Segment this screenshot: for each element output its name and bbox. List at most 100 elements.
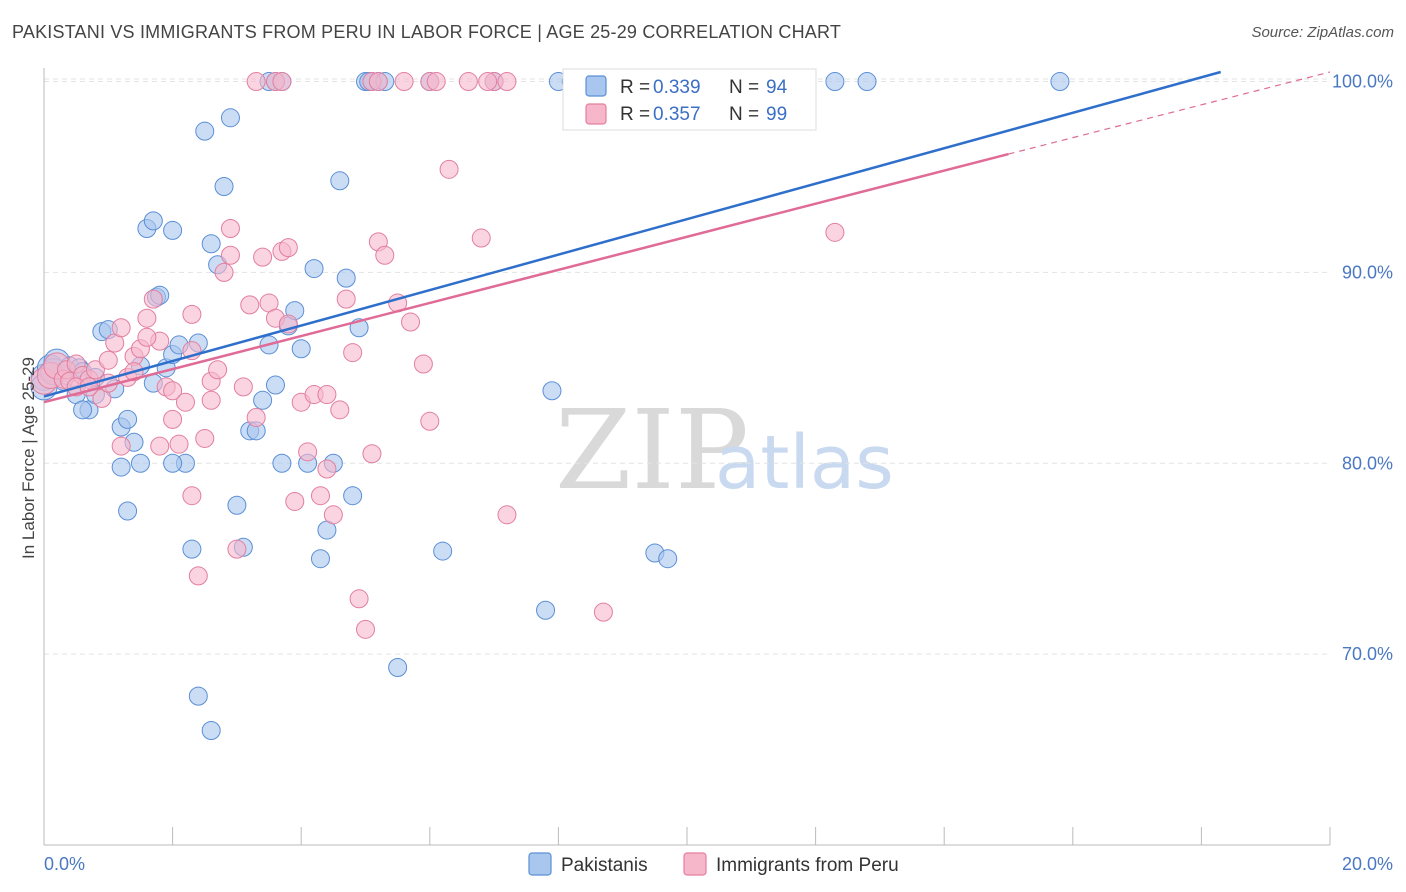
pakistani-point [214,177,234,197]
pakistani-point [143,211,163,231]
peru-point [253,247,273,267]
peru-point [478,72,498,92]
peru-point [195,428,215,448]
peru-point [169,434,189,454]
peru-point [368,72,388,92]
peru-point [246,407,266,427]
peru-point [233,377,253,397]
bottom-legend-swatch-peru [683,852,707,876]
pakistani-point [265,375,285,395]
peru-point [362,444,382,464]
pakistani-point [658,549,678,569]
y-tick-label: 80.0% [1342,453,1393,473]
bottom-legend-label-pakistanis: Pakistanis [561,855,648,876]
pakistani-point [253,390,273,410]
x-tick-label-max: 20.0% [1342,854,1393,874]
peru-point [208,360,228,380]
x-tick-label-min: 0.0% [44,854,85,874]
peru-point [310,486,330,506]
peru-point [298,442,318,462]
pakistani-point [536,600,556,620]
y-tick-label: 100.0% [1332,72,1393,92]
peru-point [85,360,105,380]
peru-point [401,312,421,332]
pakistani-point [163,220,183,240]
peru-point [214,262,234,282]
pakistani-point [201,234,221,254]
chart-title: PAKISTANI VS IMMIGRANTS FROM PERU IN LAB… [12,22,842,42]
pakistani-trendline [43,70,1222,398]
bottom-legend-label-peru: Immigrants from Peru [716,855,899,876]
peru-point [343,343,363,363]
y-axis-label: In Labor Force | Age 25-29 [19,357,38,559]
peru-point [439,159,459,179]
peru-point [336,289,356,309]
pakistani-point [433,541,453,561]
series-legend: Pakistanis Immigrants from Peru [528,852,899,876]
peru-point [458,72,478,92]
peru-trendline-extension [1008,71,1331,155]
bottom-legend-swatch-pakistanis [528,852,552,876]
peru-point [330,400,350,420]
legend-n-value-1: 99 [766,104,787,125]
peru-point [182,304,202,324]
peru-point [182,486,202,506]
pakistani-point [163,453,183,473]
axis-layer: 100.0% 90.0% 80.0% 70.0% [43,68,1393,846]
peru-point [413,354,433,374]
peru-point [497,72,517,92]
points-layer [30,72,1070,740]
peru-point [471,228,491,248]
legend-swatch-peru [585,103,607,125]
peru-point [188,566,208,586]
pakistani-point [388,657,408,677]
pakistani-point [111,457,131,477]
peru-point [317,385,337,405]
pakistani-point [304,259,324,279]
pakistani-point [118,409,138,429]
peru-point [246,72,266,92]
peru-point [220,219,240,239]
peru-point [150,436,170,456]
peru-point [143,289,163,309]
pakistani-point [1050,72,1070,92]
pakistani-point [227,495,247,515]
legend-n-value-0: 94 [766,77,788,98]
peru-point [349,589,369,609]
pakistani-point [118,501,138,521]
trend-layer [43,70,1331,404]
pakistani-point [857,72,877,92]
legend-r-label-1: R = [620,104,650,125]
peru-point [111,436,131,456]
legend-r-value-0: 0.339 [653,77,701,98]
peru-point [111,318,131,338]
legend-swatch-pakistanis [585,75,607,97]
chart-source: Source: ZipAtlas.com [1251,24,1394,41]
pakistani-point [336,268,356,288]
peru-point [272,72,292,92]
grid-layer [44,78,1330,655]
peru-point [175,392,195,412]
peru-point [240,295,260,315]
pakistani-point [291,339,311,359]
legend-n-label-1: N = [729,104,759,125]
legend-r-value-1: 0.357 [653,104,701,125]
pakistani-point [130,453,150,473]
peru-point [317,459,337,479]
pakistani-point [73,400,93,420]
peru-point [220,245,240,265]
peru-point [137,327,157,347]
pakistani-point [201,720,221,740]
pakistani-point [343,486,363,506]
peru-point [227,539,247,559]
peru-point [323,505,343,525]
peru-point [163,381,183,401]
legend-r-label-0: R = [620,77,650,98]
y-tick-label: 70.0% [1342,644,1393,664]
peru-point [420,411,440,431]
watermark-zip: ZIP [555,386,749,514]
peru-point [285,491,305,511]
peru-point [375,245,395,265]
pakistani-point [310,549,330,569]
pakistani-point [182,539,202,559]
